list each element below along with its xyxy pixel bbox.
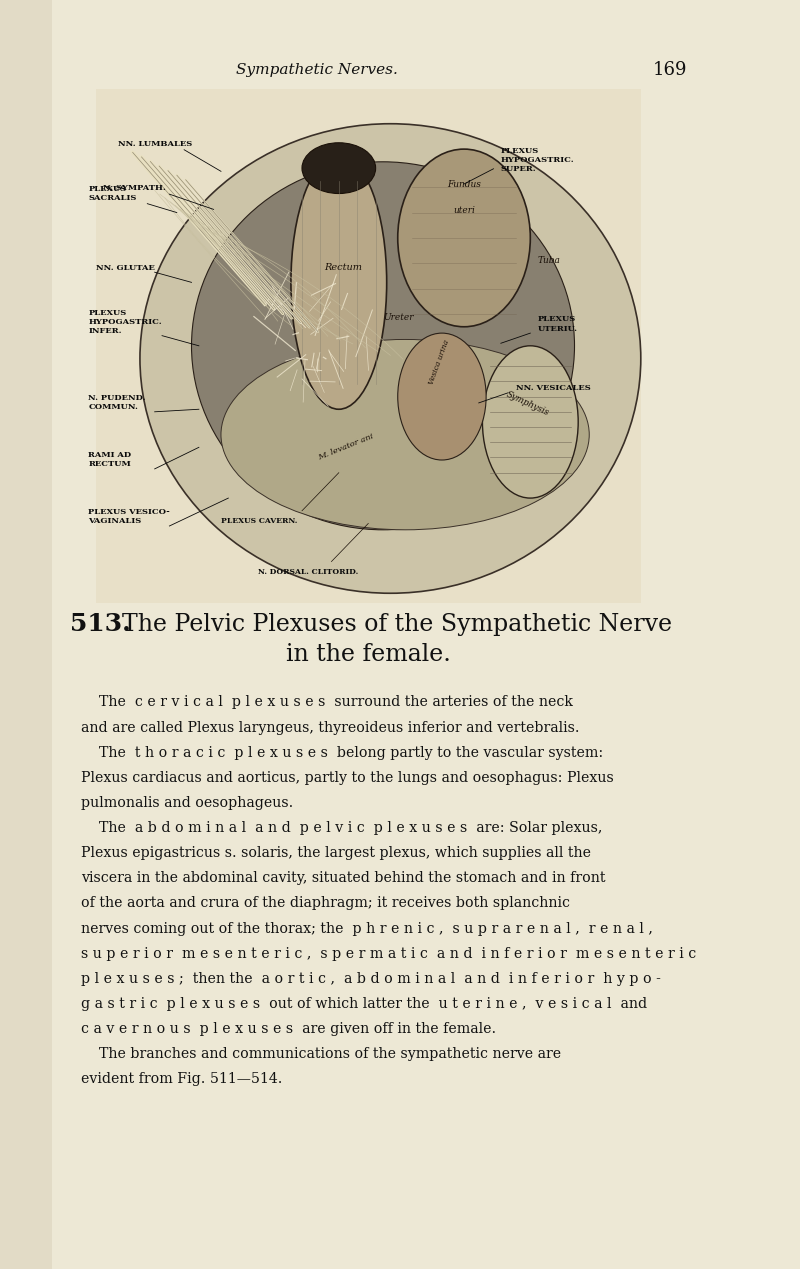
Text: viscera in the abdominal cavity, situated behind the stomach and in front: viscera in the abdominal cavity, situate… [81, 872, 606, 886]
Text: g a s t r i c  p l e x u s e s  out of which latter the  u t e r i n e ,  v e s : g a s t r i c p l e x u s e s out of whi… [81, 997, 647, 1011]
Bar [96, 89, 641, 603]
Ellipse shape [482, 346, 578, 499]
Text: PLEXUS
UTERIU.: PLEXUS UTERIU. [538, 316, 578, 332]
Text: N. SYMPATH.: N. SYMPATH. [103, 184, 166, 193]
Text: N. PUDEND.
COMMUN.: N. PUDEND. COMMUN. [88, 395, 146, 411]
Text: Vesica urina: Vesica urina [427, 339, 451, 386]
Ellipse shape [398, 334, 486, 461]
Text: NN. GLUTAE: NN. GLUTAE [96, 264, 154, 272]
Ellipse shape [221, 340, 590, 530]
Text: p l e x u s e s ;  then the  a o r t i c ,  a b d o m i n a l  a n d  i n f e r : p l e x u s e s ; then the a o r t i c ,… [81, 972, 661, 986]
Text: uteri: uteri [453, 206, 475, 214]
Text: Plexus cardiacus and aorticus, partly to the lungs and oesophagus: Plexus: Plexus cardiacus and aorticus, partly to… [81, 770, 614, 784]
Text: Rectum: Rectum [324, 263, 362, 272]
Text: c a v e r n o u s  p l e x u s e s  are given off in the female.: c a v e r n o u s p l e x u s e s are gi… [81, 1022, 496, 1036]
Text: of the aorta and crura of the diaphragm; it receives both splanchnic: of the aorta and crura of the diaphragm;… [81, 896, 570, 910]
Text: Tuba: Tuba [538, 256, 561, 265]
Text: s u p e r i o r  m e s e n t e r i c ,  s p e r m a t i c  a n d  i n f e r i o : s u p e r i o r m e s e n t e r i c , s … [81, 947, 696, 961]
Text: and are called Plexus laryngeus, thyreoideus inferior and vertebralis.: and are called Plexus laryngeus, thyreoi… [81, 721, 579, 735]
Ellipse shape [302, 143, 376, 193]
Text: Fundus: Fundus [447, 180, 481, 189]
Text: in the female.: in the female. [286, 643, 450, 666]
Text: evident from Fig. 511—514.: evident from Fig. 511—514. [81, 1072, 282, 1086]
Ellipse shape [291, 156, 386, 409]
Bar [0, 0, 51, 1269]
Text: PLEXUS
HYPOGASTRIC.
SUPER.: PLEXUS HYPOGASTRIC. SUPER. [501, 147, 574, 174]
Text: PLEXUS
SACRALIS: PLEXUS SACRALIS [88, 185, 137, 202]
Text: RAMI AD
RECTUM: RAMI AD RECTUM [88, 452, 131, 468]
Text: pulmonalis and oesophageus.: pulmonalis and oesophageus. [81, 796, 294, 810]
Text: M. levator ani: M. levator ani [317, 433, 374, 462]
Text: The Pelvic Plexuses of the Sympathetic Nerve: The Pelvic Plexuses of the Sympathetic N… [122, 613, 672, 636]
Text: PLEXUS
HYPOGASTRIC.
INFER.: PLEXUS HYPOGASTRIC. INFER. [88, 308, 162, 335]
Text: PLEXUS VESICO-
VAGINALIS: PLEXUS VESICO- VAGINALIS [88, 509, 170, 525]
Text: Plexus epigastricus s. solaris, the largest plexus, which supplies all the: Plexus epigastricus s. solaris, the larg… [81, 846, 591, 860]
Text: NN. LUMBALES: NN. LUMBALES [118, 140, 192, 148]
Text: PLEXUS CAVERN.: PLEXUS CAVERN. [221, 518, 298, 525]
Ellipse shape [191, 162, 574, 530]
Text: 169: 169 [653, 61, 687, 79]
Text: N. DORSAL. CLITORID.: N. DORSAL. CLITORID. [258, 569, 358, 576]
Text: Ureter: Ureter [383, 313, 414, 322]
Text: The  a b d o m i n a l  a n d  p e l v i c  p l e x u s e s  are: Solar plexus,: The a b d o m i n a l a n d p e l v i c … [81, 821, 602, 835]
Ellipse shape [398, 150, 530, 327]
Text: 513.: 513. [70, 613, 130, 636]
Text: The  c e r v i c a l  p l e x u s e s  surround the arteries of the neck: The c e r v i c a l p l e x u s e s surr… [81, 695, 573, 709]
Text: The branches and communications of the sympathetic nerve are: The branches and communications of the s… [81, 1047, 561, 1061]
Ellipse shape [140, 124, 641, 594]
Text: NN. VESICALES: NN. VESICALES [515, 385, 590, 392]
Text: Symphysis: Symphysis [505, 390, 550, 418]
Text: The  t h o r a c i c  p l e x u s e s  belong partly to the vascular system:: The t h o r a c i c p l e x u s e s belo… [81, 746, 603, 760]
Text: Sympathetic Nerves.: Sympathetic Nerves. [236, 62, 398, 77]
Text: nerves coming out of the thorax; the  p h r e n i c ,  s u p r a r e n a l ,  r : nerves coming out of the thorax; the p h… [81, 921, 653, 935]
